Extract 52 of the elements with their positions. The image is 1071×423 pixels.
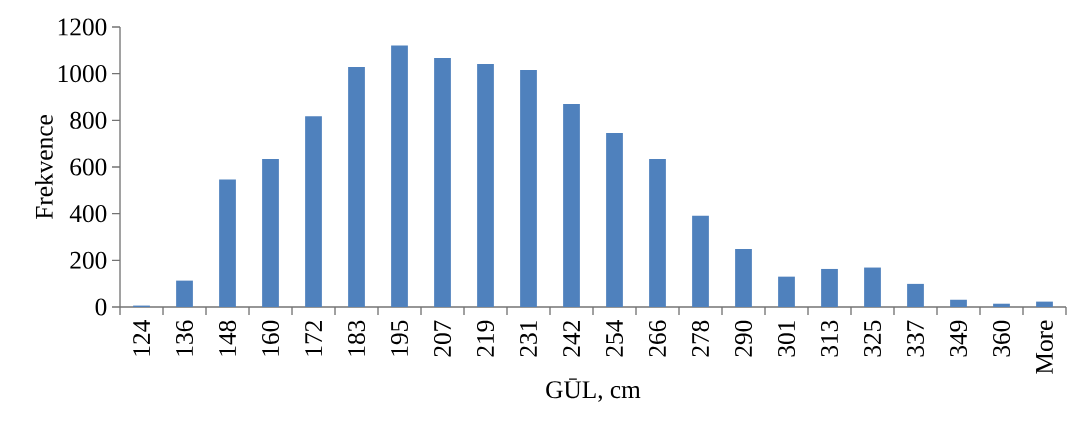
x-tick-label: 124 xyxy=(133,320,150,356)
bar xyxy=(606,132,623,307)
bar xyxy=(649,159,666,307)
bar xyxy=(778,276,795,307)
x-tick-label: 301 xyxy=(777,321,796,357)
bar xyxy=(305,116,322,307)
x-tick-label: 337 xyxy=(906,320,925,357)
x-tick-label: 242 xyxy=(563,321,580,357)
bar xyxy=(692,215,709,307)
x-tick-label: 266 xyxy=(648,320,667,357)
x-tick-label: 254 xyxy=(605,320,624,357)
bar xyxy=(993,303,1010,307)
y-axis-title: Frekvence xyxy=(35,115,53,220)
x-tick-label: 231 xyxy=(520,321,538,357)
y-tick-label: 1200 xyxy=(58,18,107,36)
bar xyxy=(864,267,881,307)
bar xyxy=(262,159,279,307)
x-tick-label: 349 xyxy=(949,320,968,357)
x-tick-label: 278 xyxy=(691,320,710,357)
x-tick-label: 219 xyxy=(477,320,495,357)
y-tick-label: 800 xyxy=(70,111,107,129)
bar xyxy=(434,58,451,307)
bar xyxy=(520,69,537,307)
bar xyxy=(821,268,838,307)
x-axis-title: GŪL, cm xyxy=(546,378,641,402)
x-tick-label: 290 xyxy=(734,320,753,357)
bar xyxy=(735,248,752,307)
y-tick-label: 600 xyxy=(70,158,107,176)
bar xyxy=(391,45,408,307)
x-tick-label: 183 xyxy=(347,320,366,356)
bar xyxy=(950,299,967,307)
x-tick-label: More xyxy=(1036,320,1053,374)
x-tick-label: 160 xyxy=(261,320,280,356)
y-tick-label: 1000 xyxy=(58,65,107,83)
bar xyxy=(219,179,236,307)
x-tick-label: 148 xyxy=(218,320,237,356)
bar xyxy=(477,64,494,307)
x-tick-label: 195 xyxy=(391,320,409,356)
y-tick-label: 400 xyxy=(69,205,107,223)
y-tick-label: 200 xyxy=(70,251,107,269)
bar xyxy=(348,66,365,307)
x-tick-label: 172 xyxy=(305,321,322,356)
bar xyxy=(176,280,193,307)
x-tick-label: 360 xyxy=(992,320,1011,357)
bar xyxy=(1036,301,1053,307)
x-tick-label: 325 xyxy=(863,320,882,357)
x-tick-label: 313 xyxy=(820,320,839,357)
bar xyxy=(907,283,924,307)
y-tick-label: 0 xyxy=(95,298,107,316)
bar xyxy=(563,103,580,307)
x-tick-label: 207 xyxy=(433,320,452,357)
x-tick-label: 136 xyxy=(176,320,194,356)
